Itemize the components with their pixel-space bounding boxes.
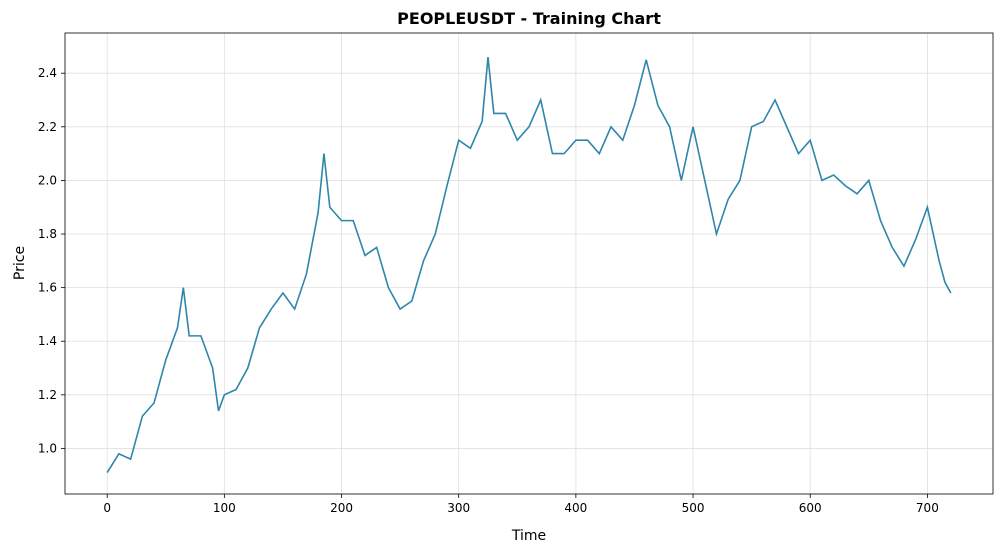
y-tick-label: 1.0 <box>38 441 57 455</box>
x-tick-label: 500 <box>682 501 705 515</box>
x-tick-label: 400 <box>564 501 587 515</box>
x-tick-label: 600 <box>799 501 822 515</box>
x-tick-label: 300 <box>447 501 470 515</box>
y-tick-label: 2.0 <box>38 173 57 187</box>
y-axis-label: Price <box>12 246 28 280</box>
x-axis-label: Time <box>511 528 546 544</box>
chart-title: PEOPLEUSDT - Training Chart <box>397 9 661 28</box>
y-tick-label: 2.4 <box>38 66 57 80</box>
y-tick-label: 1.2 <box>38 388 57 402</box>
y-tick-label: 1.6 <box>38 281 57 295</box>
y-tick-label: 2.2 <box>38 120 57 134</box>
x-tick-label: 700 <box>916 501 939 515</box>
x-tick-label: 200 <box>330 501 353 515</box>
x-tick-label: 100 <box>213 501 236 515</box>
plot-frame <box>64 32 994 495</box>
y-tick-label: 1.8 <box>38 227 57 241</box>
price-line <box>106 57 952 473</box>
x-tick-label: 0 <box>103 501 111 515</box>
y-tick-label: 1.4 <box>38 334 57 348</box>
